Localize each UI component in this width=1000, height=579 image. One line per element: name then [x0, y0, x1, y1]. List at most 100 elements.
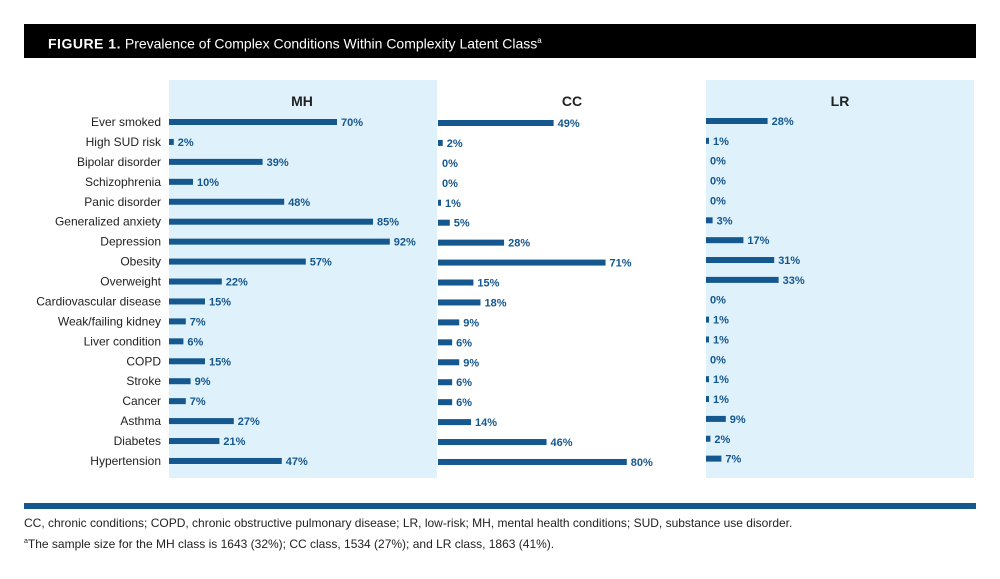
bar	[169, 198, 285, 205]
bar	[169, 178, 193, 185]
bar	[706, 276, 779, 283]
data-label: 3%	[717, 215, 733, 227]
bar	[438, 399, 453, 406]
data-label: 0%	[442, 158, 458, 170]
bar	[438, 259, 606, 266]
bar	[438, 299, 481, 306]
category-label: Hypertension	[90, 454, 161, 468]
bar	[706, 336, 709, 343]
data-label: 1%	[713, 315, 729, 327]
data-label: 6%	[456, 377, 472, 389]
bar	[169, 358, 205, 365]
bar	[438, 419, 472, 426]
bar	[169, 278, 222, 285]
category-label: Stroke	[126, 374, 161, 388]
data-label: 47%	[286, 456, 308, 468]
category-label: Schizophrenia	[85, 175, 161, 189]
data-label: 15%	[209, 356, 231, 368]
series-header-cc: CC	[562, 93, 582, 109]
bar	[706, 217, 713, 224]
category-label: Cardiovascular disease	[36, 294, 161, 308]
data-label: 39%	[267, 157, 289, 169]
figure-title: Prevalence of Complex Conditions Within …	[124, 35, 538, 52]
bar	[169, 218, 373, 225]
bottom-divider	[24, 503, 976, 509]
bar	[706, 118, 768, 124]
category-label: Generalized anxiety	[55, 215, 161, 229]
data-label: 1%	[713, 394, 729, 406]
bar	[169, 298, 205, 305]
data-label: 9%	[463, 317, 479, 329]
category-label: Overweight	[100, 275, 161, 289]
data-label: 0%	[710, 295, 726, 307]
data-label: 71%	[610, 258, 632, 270]
category-label: Obesity	[120, 255, 161, 269]
bar	[438, 139, 443, 146]
series-header-lr: LR	[831, 93, 850, 109]
figure-title-superscript: a	[537, 36, 542, 45]
data-label: 17%	[747, 235, 769, 247]
category-label: Asthma	[120, 414, 161, 428]
bar	[169, 438, 220, 445]
bar	[438, 219, 450, 226]
figure-label: FIGURE 1.	[48, 35, 121, 52]
data-label: 46%	[551, 437, 573, 449]
category-label: COPD	[126, 354, 161, 368]
bar	[438, 379, 453, 386]
data-label: 5%	[454, 218, 470, 230]
bar	[169, 238, 390, 245]
data-label: 15%	[477, 278, 499, 290]
data-label: 6%	[187, 336, 203, 348]
data-label: 6%	[456, 337, 472, 349]
data-label: 18%	[484, 297, 506, 309]
data-label: 48%	[288, 197, 310, 209]
bar	[438, 319, 460, 326]
data-label: 7%	[190, 396, 206, 408]
data-label: 80%	[631, 457, 653, 469]
bar	[438, 359, 460, 366]
data-label: 33%	[783, 275, 805, 287]
footnote-sample-text: The sample size for the MH class is 1643…	[27, 537, 555, 551]
category-label: Bipolar disorder	[77, 155, 161, 169]
data-label: 31%	[778, 255, 800, 267]
bar	[169, 138, 174, 145]
bar	[438, 120, 554, 126]
data-label: 85%	[377, 217, 399, 229]
data-label: 49%	[558, 118, 580, 130]
bar	[706, 435, 711, 442]
data-label: 9%	[730, 414, 746, 426]
bar-chart: MH70%2%39%10%48%85%92%57%22%15%7%6%15%9%…	[36, 80, 974, 478]
bar	[706, 316, 709, 323]
bar	[438, 339, 453, 346]
bar	[438, 279, 474, 286]
bar	[706, 396, 709, 403]
data-label: 0%	[710, 156, 726, 168]
bar	[438, 458, 627, 465]
bar	[706, 237, 744, 244]
data-label: 22%	[226, 277, 248, 289]
bar	[169, 258, 306, 265]
data-label: 2%	[714, 434, 730, 446]
category-label: Diabetes	[114, 434, 161, 448]
data-label: 15%	[209, 296, 231, 308]
data-label: 7%	[190, 316, 206, 328]
bar	[169, 158, 263, 165]
category-label: Liver condition	[84, 334, 161, 348]
bar	[706, 257, 775, 264]
data-label: 1%	[445, 198, 461, 210]
category-label: Depression	[100, 235, 161, 249]
footnote-sample-size: aThe sample size for the MH class is 164…	[24, 537, 554, 551]
category-label: Ever smoked	[91, 115, 161, 129]
bar	[169, 119, 337, 125]
bar	[169, 457, 282, 464]
data-label: 28%	[508, 238, 530, 250]
data-label: 28%	[772, 116, 794, 128]
data-label: 1%	[713, 136, 729, 148]
data-label: 9%	[195, 376, 211, 388]
category-label: High SUD risk	[86, 135, 162, 149]
bar	[169, 318, 186, 325]
data-label: 0%	[710, 176, 726, 188]
bar	[438, 439, 547, 446]
figure-title-bar: FIGURE 1. Prevalence of Complex Conditio…	[24, 24, 976, 58]
data-label: 14%	[475, 417, 497, 429]
